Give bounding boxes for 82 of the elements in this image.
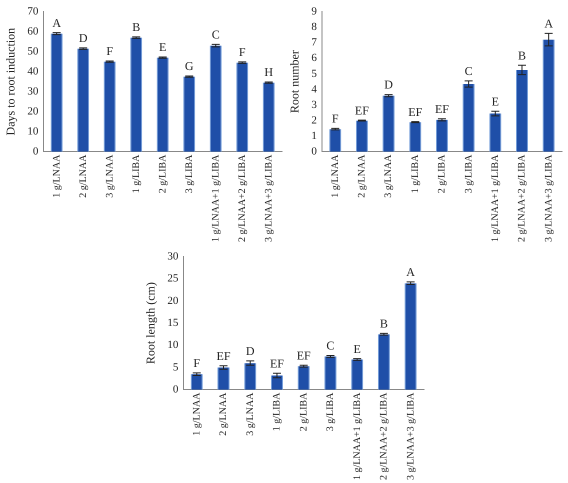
y-axis-title: Root length (cm) [143,282,158,364]
x-tick-label: 3 g/LNAA+3 g/LIBA [543,154,554,242]
y-tick-label: 0 [311,146,318,158]
y-tick-label: 0 [32,146,39,158]
y-tick-label: 60 [27,26,39,38]
annotation: EF [434,102,450,116]
annotation: B [518,48,526,62]
annotation: E [353,342,361,356]
y-tick-label: 5 [311,68,318,80]
x-tick-label: 1 g/LIBA [410,154,421,194]
x-tick-label: 2 g/LNAA [356,154,368,198]
y-tick-label: 50 [27,46,39,58]
y-tick-label: 2 [311,114,317,126]
annotation: EF [270,356,284,370]
annotation: D [78,30,88,45]
y-tick-label: 9 [311,5,318,18]
y-tick-label: 40 [27,66,39,78]
annotation: D [384,78,394,92]
x-tick-label: 1 g/LNAA+1 g/LIBA [490,154,501,242]
annotation: C [212,28,220,42]
annotation: C [464,64,473,78]
y-tick-label: 20 [167,294,179,307]
x-tick-label: 1 g/LNAA [330,154,341,198]
x-tick-label: 1 g/LNAA+1 g/LIBA [352,392,363,480]
y-tick-label: 8 [311,21,318,34]
x-tick-label: 1 g/LIBA [130,154,142,194]
x-tick-label: 1 g/LIBA [272,392,283,432]
y-tick-label: 10 [27,126,39,138]
y-tick-label: 0 [172,384,179,396]
y-tick-label: 30 [167,250,179,262]
x-tick-label: 3 g/LNAA [383,154,394,198]
x-tick-label: 2 g/LNAA+2 g/LIBA [236,154,248,242]
x-tick-label: 1 g/LNAA [191,392,202,436]
y-tick-label: 20 [27,106,39,118]
x-tick-label: 3 g/LIBA [325,392,336,432]
annotation: A [406,265,416,280]
annotation: D [246,344,255,358]
annotation: EF [354,103,370,118]
y-tick-label: 4 [311,83,318,96]
x-tick-label: 3 g/LNAA+3 g/LIBA [405,392,416,480]
y-tick-label: 6 [311,52,318,64]
annotation: F [238,44,246,59]
annotation: C [326,338,334,353]
annotation: F [106,44,114,58]
x-tick-label: 3 g/LIBA [463,154,474,194]
y-tick-label: 5 [172,361,179,374]
x-tick-label: 2 g/LIBA [436,154,448,194]
annotation: F [193,356,200,370]
annotation: H [264,65,274,80]
annotation: EF [296,348,312,362]
annotation: G [184,59,194,74]
y-tick-label: 15 [167,317,179,330]
x-tick-label: 2 g/LNAA+2 g/LIBA [516,154,528,242]
y-tick-label: 3 [311,98,318,111]
annotation: A [544,16,554,31]
x-tick-label: 2 g/LIBA [157,154,168,194]
annotation: E [159,40,166,54]
x-tick-label: 3 g/LNAA [244,392,256,436]
x-tick-label: 2 g/LNAA [78,154,89,198]
x-tick-label: 2 g/LIBA [298,392,310,432]
x-tick-label: 1 g/LNAA+1 g/LIBA [210,154,222,242]
y-tick-label: 1 [311,130,317,142]
y-axis-title: Days to root induction [3,28,18,136]
x-tick-label: 3 g/LIBA [184,154,195,194]
x-tick-label: 1 g/LNAA [51,154,62,198]
y-tick-label: 7 [311,36,318,49]
annotation: B [380,316,388,331]
y-tick-label: 30 [27,86,39,98]
y-axis-title: Root number [287,50,302,114]
annotation: F [332,112,339,126]
y-tick-label: 70 [27,5,39,18]
annotation: B [132,20,140,34]
annotation: EF [408,104,423,119]
x-tick-label: 3 g/LNAA [104,154,116,198]
x-tick-label: 2 g/LNAA [218,392,230,436]
x-tick-label: 3 g/LNAA+3 g/LIBA [263,154,274,242]
annotation: A [52,16,62,30]
x-tick-label: 2 g/LNAA+2 g/LIBA [378,392,390,480]
annotation: E [492,94,499,108]
y-tick-label: 10 [167,339,179,352]
annotation: EF [216,348,231,363]
y-tick-label: 25 [167,272,179,285]
